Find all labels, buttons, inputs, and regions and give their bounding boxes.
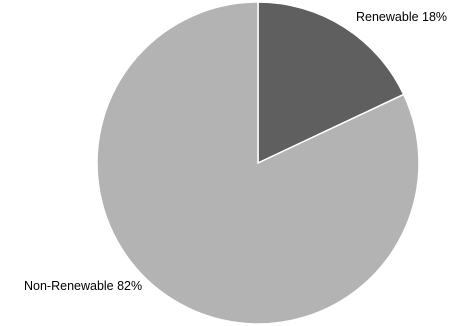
pie-labels: Renewable 18% Non-Renewable 82% [24, 10, 447, 293]
pie-slices [96, 1, 420, 325]
slice-label-non-renewable: Non-Renewable 82% [24, 279, 142, 293]
pie-slice-non-renewable [96, 1, 420, 325]
pie-slice-renewable [257, 1, 405, 165]
slice-label-renewable: Renewable 18% [356, 10, 447, 24]
